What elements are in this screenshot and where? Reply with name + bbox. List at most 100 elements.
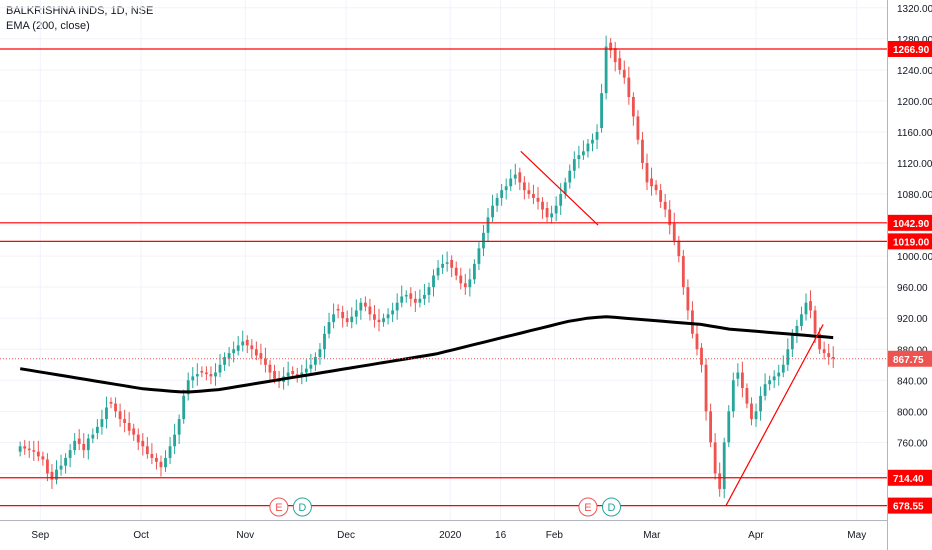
dividend-marker-label: D — [298, 502, 306, 514]
candle-body — [522, 182, 526, 191]
candle-body — [704, 364, 708, 412]
candle-body — [713, 442, 717, 474]
candle-body — [318, 349, 322, 358]
y-tick-label: 1000.00 — [897, 252, 932, 263]
candle-body — [740, 372, 744, 389]
candle-body — [691, 310, 694, 334]
candle-body — [413, 298, 417, 303]
candle-body — [145, 446, 149, 455]
candle-body — [368, 306, 372, 315]
price-badge — [888, 214, 932, 231]
candle-body — [500, 190, 504, 198]
candle-body — [450, 260, 454, 268]
candle-body — [559, 194, 563, 206]
candle-body — [709, 411, 713, 443]
candle-body — [132, 428, 136, 435]
y-tick-label: 920.00 — [897, 314, 928, 325]
candle-body — [259, 353, 263, 359]
candle-body — [141, 440, 145, 447]
candle-body — [36, 451, 40, 457]
candle-body — [509, 178, 513, 187]
x-tick-label: Sep — [31, 530, 49, 541]
candle-body — [790, 333, 794, 350]
candle-body — [64, 457, 67, 466]
candle-body — [813, 310, 817, 334]
candle-body — [182, 395, 186, 420]
price-badge — [888, 469, 932, 486]
candle-body — [650, 178, 653, 187]
candle-body — [409, 293, 413, 299]
candle-body — [123, 419, 127, 423]
price-badge — [888, 40, 932, 57]
candle-body — [463, 283, 467, 288]
candle-body — [250, 345, 254, 350]
price-badge — [888, 497, 932, 514]
y-tick-label: 1240.00 — [897, 66, 932, 77]
candle-body — [82, 443, 86, 451]
candle-body — [200, 370, 204, 373]
candle-body — [245, 339, 249, 346]
candle-body — [363, 302, 367, 307]
candle-body — [109, 402, 113, 404]
candle-body — [777, 372, 781, 377]
candle-body — [264, 358, 267, 365]
candle-body — [332, 314, 335, 323]
candle-body — [736, 372, 740, 379]
y-tick-label: 960.00 — [897, 283, 928, 294]
candle-body — [127, 422, 131, 431]
candle-body — [786, 349, 790, 365]
x-tick-label: 16 — [495, 530, 507, 541]
candle-body — [831, 357, 835, 359]
candle-body — [659, 190, 663, 202]
y-tick-label: 760.00 — [897, 438, 928, 449]
candle-body — [781, 364, 785, 373]
candle-body — [686, 287, 690, 311]
candle-body — [604, 46, 608, 94]
candle-body — [68, 450, 72, 458]
candle-body — [177, 419, 181, 435]
candle-body — [754, 411, 758, 420]
candle-body — [541, 201, 544, 210]
candle-body — [745, 388, 749, 404]
candle-body — [641, 139, 644, 163]
candle-body — [359, 302, 363, 311]
x-tick-label: Nov — [236, 530, 254, 541]
candle-body — [677, 240, 681, 257]
candle-body — [18, 446, 22, 452]
candle-body — [105, 407, 108, 420]
candle-body — [218, 364, 222, 373]
candle-body — [32, 450, 36, 452]
candle-body — [572, 159, 576, 171]
candle-body — [254, 349, 258, 356]
x-tick-label: 2020 — [439, 530, 462, 541]
candle-body — [73, 440, 77, 451]
candle-body — [591, 139, 594, 144]
x-tick-label: Dec — [337, 530, 355, 541]
candle-body — [268, 364, 272, 373]
trendline — [520, 150, 599, 226]
candle-body — [595, 131, 599, 140]
candle-body — [800, 314, 803, 326]
y-tick-label: 840.00 — [897, 376, 928, 387]
candle-body — [822, 349, 826, 354]
candle-body — [545, 208, 549, 218]
candle-body — [663, 201, 667, 210]
candle-body — [504, 186, 508, 191]
candle-body — [441, 263, 445, 268]
candle-body — [768, 380, 772, 385]
candle-body — [536, 197, 540, 202]
candle-body — [468, 279, 472, 288]
candle-body — [563, 182, 567, 195]
candle-body — [645, 162, 649, 183]
candle-body — [582, 151, 585, 156]
candle-body — [472, 263, 476, 280]
candle-body — [486, 217, 490, 233]
candle-body — [527, 190, 531, 195]
price-badge-label: 1266.90 — [893, 45, 930, 56]
trendline — [725, 324, 824, 507]
candle-body — [232, 349, 236, 354]
y-tick-label: 880.00 — [897, 345, 928, 356]
candle-body — [613, 48, 617, 63]
candle-body — [818, 333, 822, 350]
